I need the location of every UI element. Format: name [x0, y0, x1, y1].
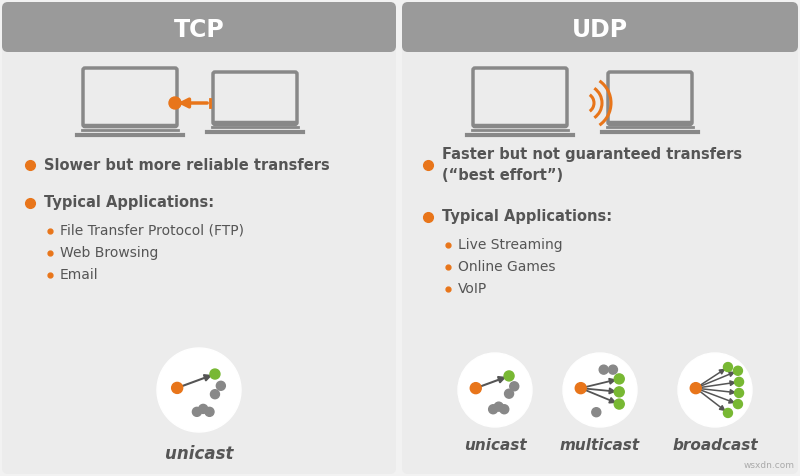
- Circle shape: [599, 365, 608, 374]
- Text: TCP: TCP: [174, 18, 224, 42]
- Bar: [8, 28, 390, 46]
- Text: unicast: unicast: [165, 445, 234, 463]
- Text: Typical Applications:: Typical Applications:: [442, 209, 612, 225]
- Circle shape: [205, 407, 214, 416]
- Circle shape: [510, 382, 518, 391]
- Circle shape: [734, 399, 742, 408]
- Circle shape: [609, 365, 618, 374]
- Circle shape: [193, 407, 202, 416]
- Circle shape: [505, 389, 514, 398]
- Circle shape: [723, 408, 733, 417]
- Circle shape: [614, 387, 624, 397]
- Circle shape: [734, 388, 743, 397]
- Text: multicast: multicast: [560, 438, 640, 453]
- Circle shape: [563, 353, 637, 427]
- Circle shape: [592, 408, 601, 416]
- Circle shape: [614, 374, 624, 384]
- Circle shape: [494, 402, 503, 411]
- Circle shape: [489, 405, 498, 414]
- Text: broadcast: broadcast: [672, 438, 758, 453]
- Circle shape: [157, 348, 241, 432]
- Text: Web Browsing: Web Browsing: [60, 246, 158, 260]
- Circle shape: [216, 381, 226, 390]
- FancyBboxPatch shape: [402, 2, 798, 52]
- Bar: [408, 28, 792, 46]
- Text: wsxdn.com: wsxdn.com: [744, 461, 795, 470]
- Text: Live Streaming: Live Streaming: [458, 238, 562, 252]
- Text: File Transfer Protocol (FTP): File Transfer Protocol (FTP): [60, 224, 244, 238]
- Circle shape: [470, 383, 482, 394]
- Circle shape: [500, 405, 509, 414]
- Text: Typical Applications:: Typical Applications:: [44, 196, 214, 210]
- Circle shape: [575, 383, 586, 394]
- Text: unicast: unicast: [464, 438, 526, 453]
- Text: Faster but not guaranteed transfers
(“best effort”): Faster but not guaranteed transfers (“be…: [442, 147, 742, 183]
- Text: UDP: UDP: [572, 18, 628, 42]
- FancyBboxPatch shape: [402, 2, 798, 474]
- Circle shape: [723, 363, 733, 372]
- FancyBboxPatch shape: [2, 2, 396, 52]
- Circle shape: [210, 369, 220, 379]
- Text: VoIP: VoIP: [458, 282, 487, 296]
- FancyBboxPatch shape: [2, 2, 396, 474]
- Circle shape: [172, 382, 182, 393]
- Circle shape: [678, 353, 752, 427]
- Circle shape: [169, 97, 181, 109]
- Circle shape: [734, 366, 742, 375]
- Circle shape: [614, 399, 624, 409]
- Circle shape: [734, 377, 743, 387]
- Circle shape: [504, 371, 514, 381]
- Text: Online Games: Online Games: [458, 260, 555, 274]
- Text: Email: Email: [60, 268, 98, 282]
- Circle shape: [210, 390, 219, 399]
- Text: Slower but more reliable transfers: Slower but more reliable transfers: [44, 158, 330, 172]
- Circle shape: [458, 353, 532, 427]
- Circle shape: [690, 383, 702, 394]
- Circle shape: [198, 405, 208, 413]
